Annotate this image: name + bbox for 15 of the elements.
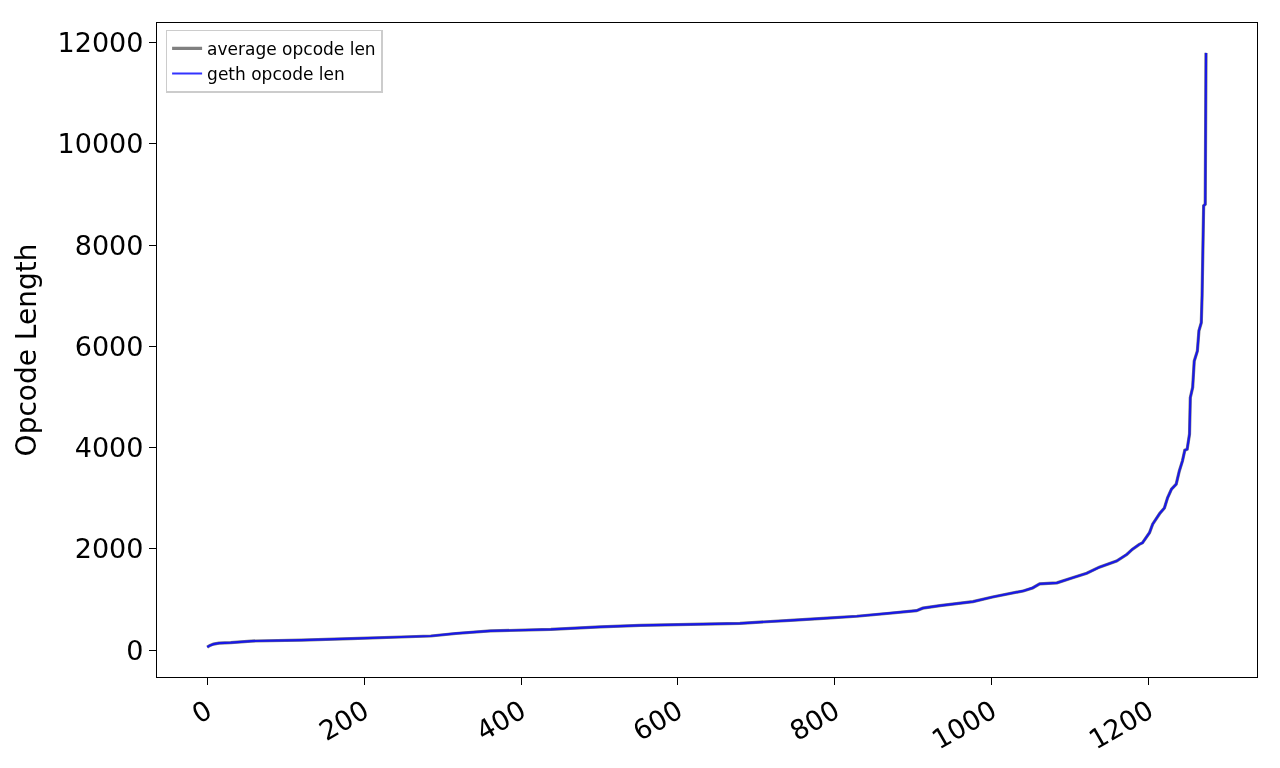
y-tick-label: 12000 — [57, 27, 144, 59]
x-tick-label: 0 — [186, 694, 217, 730]
x-tick-label: 400 — [470, 694, 531, 747]
x-tick-label: 800 — [784, 694, 845, 747]
y-tick-label: 2000 — [74, 533, 144, 565]
y-tick-label: 10000 — [57, 128, 144, 160]
y-tick-label: 8000 — [74, 229, 144, 261]
y-tick-label: 6000 — [74, 330, 144, 362]
y-tick-label: 4000 — [74, 432, 144, 464]
x-tick-label: 200 — [313, 694, 374, 747]
x-tick-label: 600 — [627, 694, 688, 747]
y-tick-label: 0 — [126, 634, 144, 666]
y-axis-title: Opcode Length — [10, 243, 44, 457]
legend-label: average opcode len — [207, 39, 376, 60]
legend-label: geth opcode len — [207, 64, 345, 85]
